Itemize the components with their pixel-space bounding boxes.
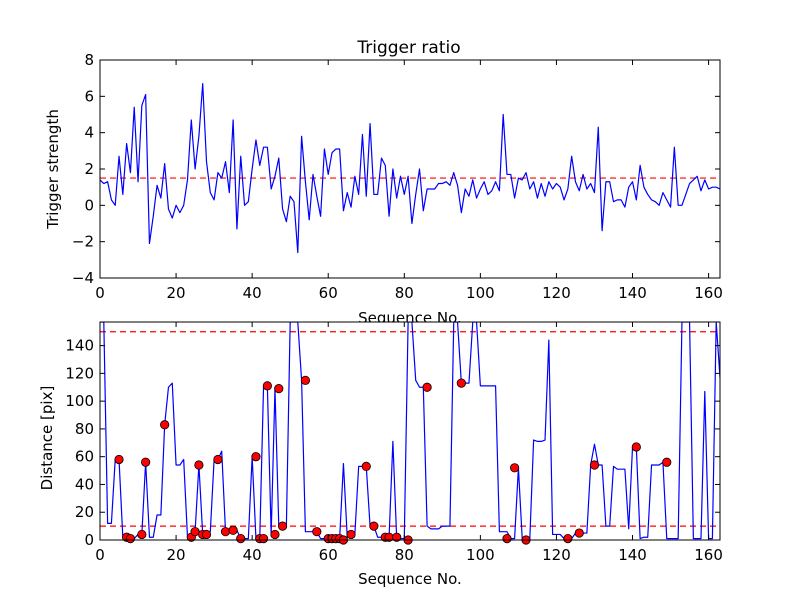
x-tick-label: 0 xyxy=(95,546,105,564)
data-point-marker xyxy=(346,529,356,540)
data-point-marker xyxy=(190,527,200,537)
data-point-marker xyxy=(270,529,280,540)
y-tick-label: 6 xyxy=(84,87,94,105)
plot-background xyxy=(100,322,720,540)
x-tick-label: 80 xyxy=(395,546,414,564)
x-tick-label: 160 xyxy=(694,284,723,302)
x-tick-label: 40 xyxy=(243,284,262,302)
data-point-marker xyxy=(141,457,151,467)
x-tick-label: 100 xyxy=(466,284,495,302)
y-axis: −4 −2 0 2 4 6 8 xyxy=(72,51,720,287)
x-axis: 0 20 40 60 80 100 120 140 160 xyxy=(95,60,723,302)
x-tick-label: 140 xyxy=(618,546,647,564)
x-tick-label: 80 xyxy=(395,284,414,302)
data-point-marker xyxy=(369,521,379,531)
data-point-marker xyxy=(662,457,672,467)
data-point-marker xyxy=(312,527,322,537)
y-tick-label: 0 xyxy=(84,196,94,214)
data-point-marker xyxy=(262,381,272,391)
y-tick-label: 120 xyxy=(65,364,94,382)
series-line xyxy=(100,83,720,254)
y-tick-label: 40 xyxy=(75,475,94,493)
series-line xyxy=(100,83,720,254)
data-point-marker xyxy=(228,525,238,535)
y-tick-label: 8 xyxy=(84,51,94,69)
data-point-marker xyxy=(563,534,573,544)
plot-frame xyxy=(99,321,721,541)
x-axis: 0 20 40 60 80 100 120 140 160 xyxy=(95,322,723,564)
data-point-marker xyxy=(589,460,600,470)
y-tick-label: 60 xyxy=(75,448,94,466)
x-tick-label: 120 xyxy=(542,284,571,302)
data-point-marker xyxy=(114,454,124,465)
data-point-marker xyxy=(125,534,136,544)
x-tick-label: 120 xyxy=(542,546,571,564)
x-tick-label: 20 xyxy=(167,546,186,564)
data-point-marker xyxy=(510,463,520,473)
data-point-marker xyxy=(160,420,170,430)
data-point-marker xyxy=(422,382,432,392)
data-point-marker xyxy=(631,442,641,452)
y-axis-label: Distance [pix] xyxy=(38,386,56,491)
data-point-marker xyxy=(258,534,269,544)
x-tick-label: 0 xyxy=(95,284,105,302)
x-tick-label: 100 xyxy=(466,546,495,564)
data-point-marker xyxy=(251,452,261,462)
x-axis-label: Sequence No. xyxy=(358,570,462,588)
threshold-lines xyxy=(100,331,720,527)
data-point-marker xyxy=(220,527,231,537)
x-tick-label: 40 xyxy=(243,546,262,564)
y-tick-label: 140 xyxy=(65,337,94,355)
chart-title: Trigger ratio xyxy=(356,38,460,58)
data-point-marker xyxy=(574,528,584,538)
y-tick-label: 80 xyxy=(75,420,94,438)
data-point-marker xyxy=(213,454,223,465)
x-tick-label: 140 xyxy=(618,284,647,302)
y-tick-label: 0 xyxy=(84,531,94,549)
y-axis-label: Trigger strength xyxy=(44,109,62,230)
y-tick-label: 20 xyxy=(75,503,94,521)
y-tick-label: −2 xyxy=(72,233,94,251)
x-tick-label: 160 xyxy=(694,546,723,564)
data-point-marker xyxy=(194,460,204,470)
data-point-marker xyxy=(201,529,212,540)
data-point-marker xyxy=(502,534,512,544)
data-point-marker xyxy=(300,375,310,385)
y-tick-label: 4 xyxy=(84,124,94,142)
data-point-marker xyxy=(361,461,371,472)
chart-distance: 0 20 40 60 80 100 120 140 160 0 20 40 60 80 100 120 140… xyxy=(38,321,723,588)
data-point-marker xyxy=(392,532,402,542)
x-tick-label: 20 xyxy=(167,284,186,302)
y-tick-label: −4 xyxy=(72,269,94,287)
data-point-marker xyxy=(456,378,466,388)
chart-trigger-ratio: Trigger ratio 0 20 40 60 80 100 120 140 160 −4−2… xyxy=(44,38,723,327)
y-tick-label: 100 xyxy=(65,392,94,410)
data-point-marker xyxy=(277,521,288,531)
data-point-marker xyxy=(274,384,284,394)
data-point-marker xyxy=(137,529,147,540)
y-axis: 0 20 40 60 80 100 120 140 xyxy=(65,337,720,549)
x-tick-label: 60 xyxy=(319,284,338,302)
y-tick-label: 2 xyxy=(84,160,94,178)
x-tick-label: 60 xyxy=(319,546,338,564)
data-point-marker xyxy=(236,534,246,544)
marker-group xyxy=(114,375,672,545)
